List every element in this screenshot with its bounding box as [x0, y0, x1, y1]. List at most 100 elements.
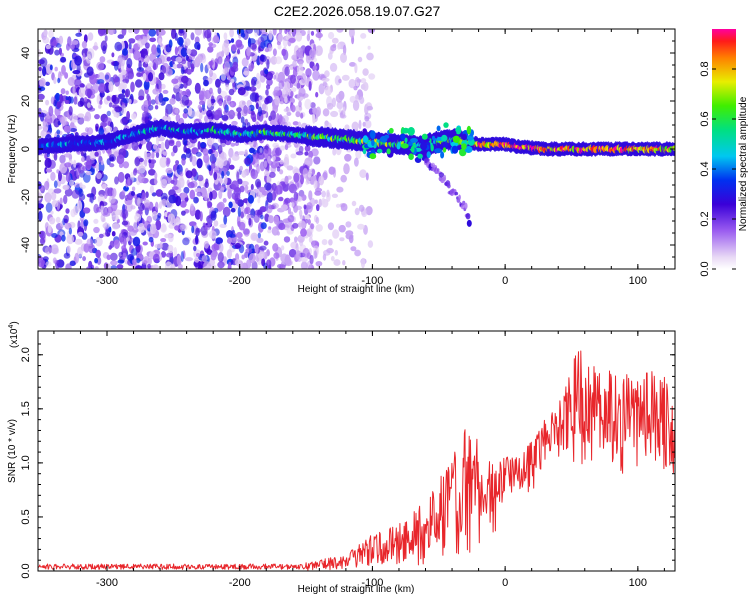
- heatmap-cell: [63, 214, 69, 224]
- spectrogram-x-ticks: -300 -200 -100 0 100: [53, 29, 665, 287]
- heatmap-cell: [137, 197, 141, 208]
- heatmap-cell: [288, 183, 297, 194]
- heatmap-cell: [135, 79, 143, 88]
- heatmap-cell: [187, 57, 191, 69]
- heatmap-cell: [279, 159, 284, 165]
- heatmap-cell: [42, 256, 49, 261]
- heatmap-cell: [231, 120, 238, 126]
- heatmap-cell: [181, 157, 186, 166]
- heatmap-cell: [228, 88, 235, 96]
- heatmap-cell: [84, 97, 88, 102]
- heatmap-cell: [108, 102, 113, 108]
- heatmap-cell: [295, 32, 303, 42]
- heatmap-cell: [266, 84, 271, 90]
- heatmap-cell: [348, 78, 356, 89]
- heatmap-cell: [300, 73, 307, 84]
- heatmap-cell: [276, 231, 280, 236]
- heatmap-cell: [164, 233, 172, 239]
- heatmap-cell: [236, 171, 240, 182]
- heatmap-cell: [348, 29, 355, 38]
- heatmap-cell: [109, 154, 116, 162]
- heatmap-cell: [420, 142, 428, 151]
- heatmap-cell: [311, 168, 316, 176]
- heatmap-cell: [217, 201, 225, 211]
- x-tick-label: 0: [502, 275, 508, 287]
- heatmap-cell: [42, 66, 47, 77]
- heatmap-cell: [171, 151, 175, 157]
- heatmap-cell: [331, 37, 339, 44]
- heatmap-cell: [148, 62, 154, 67]
- heatmap-cell: [131, 113, 137, 120]
- heatmap-cell: [152, 62, 157, 71]
- heatmap-cell: [73, 159, 77, 168]
- heatmap-cell: [267, 229, 272, 234]
- heatmap-cell: [194, 36, 200, 44]
- heatmap-cell: [176, 254, 182, 266]
- heatmap-cell: [338, 224, 346, 233]
- heatmap-cell: [106, 126, 113, 132]
- heatmap-cell: [272, 155, 276, 161]
- heatmap-cell: [65, 172, 71, 183]
- heatmap-cell: [304, 145, 311, 152]
- heatmap-cell: [143, 80, 150, 90]
- heatmap-cell: [344, 124, 350, 131]
- heatmap-cell: [141, 263, 147, 269]
- heatmap-cell: [421, 133, 428, 140]
- heatmap-cell: [150, 99, 156, 105]
- heatmap-cell: [155, 151, 160, 158]
- heatmap-cell: [289, 65, 294, 71]
- heatmap-cell: [50, 96, 55, 105]
- heatmap-cell: [315, 32, 323, 39]
- heatmap-cell: [64, 72, 69, 79]
- colorbar-label: Normalized spectral amplitude: [738, 96, 749, 231]
- heatmap-cell: [96, 61, 105, 71]
- heatmap-cell: [292, 222, 299, 229]
- heatmap-cell: [251, 78, 256, 87]
- heatmap-cell: [257, 106, 263, 117]
- heatmap-cell: [256, 237, 264, 243]
- heatmap-cell: [220, 151, 227, 160]
- heatmap-cell: [257, 251, 265, 260]
- heatmap-cell: [98, 127, 105, 135]
- heatmap-cell: [128, 98, 132, 105]
- heatmap-cell: [294, 205, 302, 211]
- heatmap-cell: [248, 217, 252, 226]
- heatmap-cell: [223, 39, 230, 48]
- heatmap-cell: [221, 50, 225, 57]
- heatmap-cell: [80, 219, 84, 229]
- heatmap-cell: [360, 78, 367, 84]
- heatmap-cell: [185, 257, 193, 262]
- heatmap-cell: [149, 185, 154, 194]
- heatmap-cell: [87, 107, 96, 112]
- heatmap-cell: [241, 170, 247, 178]
- heatmap-cell: [172, 63, 178, 70]
- heatmap-cell: [48, 105, 54, 117]
- heatmap-cell: [194, 82, 201, 94]
- heatmap-cell: [170, 263, 176, 269]
- heatmap-cell: [130, 205, 136, 210]
- heatmap-cell: [149, 37, 157, 43]
- heatmap-cell: [459, 148, 467, 157]
- heatmap-cell: [182, 237, 190, 246]
- heatmap-cell: [322, 81, 327, 87]
- heatmap-cell: [351, 200, 357, 207]
- heatmap-cell: [54, 49, 60, 56]
- spectrogram-y-ticks: -40 -20 0 20 40: [20, 28, 675, 270]
- heatmap-cell: [50, 210, 54, 215]
- heatmap-cell: [53, 188, 62, 194]
- spectrogram-heatmap: [38, 29, 675, 269]
- heatmap-cell: [230, 38, 235, 43]
- heatmap-cell: [131, 140, 139, 151]
- heatmap-cell: [64, 162, 72, 168]
- heatmap-cell: [45, 193, 52, 201]
- heatmap-cell: [199, 211, 203, 222]
- heatmap-cell: [231, 154, 240, 161]
- heatmap-cell: [208, 149, 212, 155]
- snr-series-line: [38, 350, 675, 571]
- heatmap-cell: [324, 70, 330, 78]
- heatmap-cell: [240, 32, 246, 38]
- heatmap-cell: [360, 257, 366, 269]
- heatmap-cell: [68, 179, 75, 187]
- heatmap-cell: [89, 192, 94, 204]
- heatmap-cell: [86, 82, 92, 89]
